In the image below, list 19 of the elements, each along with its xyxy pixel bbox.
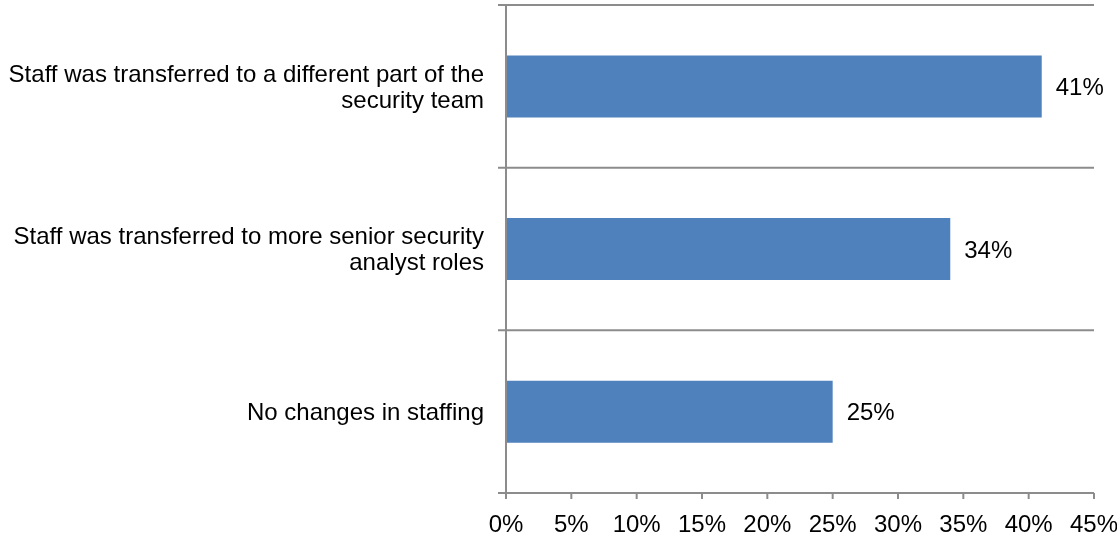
data-label: 34% xyxy=(964,235,1013,263)
x-tick-label: 30% xyxy=(873,510,923,535)
x-tick-label: 45% xyxy=(1069,510,1117,535)
y-tick-label: Staff was transferred to more senior security analyst roles xyxy=(13,222,484,276)
x-tick-label: 10% xyxy=(612,510,661,535)
data-label: 41% xyxy=(1055,72,1104,100)
bar xyxy=(506,380,833,443)
x-tick-label: 0% xyxy=(488,510,524,535)
bar xyxy=(506,218,951,281)
data-label: 25% xyxy=(846,398,895,426)
x-tick-label: 15% xyxy=(677,510,727,535)
y-tick-label: No changes in staffing xyxy=(246,398,484,426)
x-tick-label: 35% xyxy=(939,510,988,535)
x-tick-label: 5% xyxy=(553,510,589,535)
bar xyxy=(506,55,1042,118)
x-tick-label: 40% xyxy=(1004,510,1053,535)
y-tick-label: Staff was transferred to a different part of the security team xyxy=(8,59,484,113)
x-tick-label: 25% xyxy=(808,510,857,535)
x-tick-label: 20% xyxy=(743,510,792,535)
